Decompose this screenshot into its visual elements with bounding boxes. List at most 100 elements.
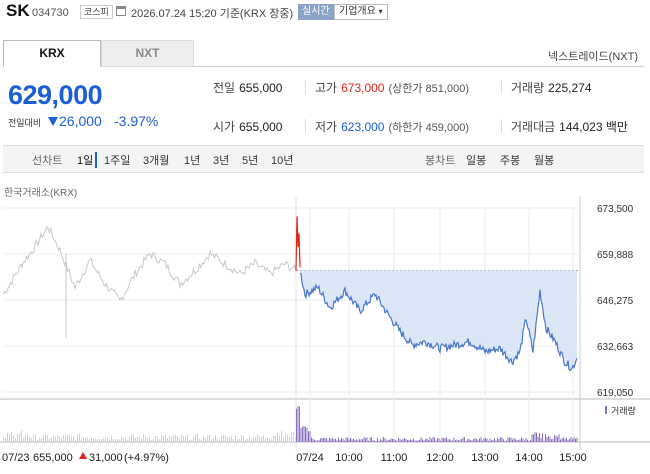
volume-bar <box>473 439 474 442</box>
volume-bar <box>333 439 335 442</box>
volume-bar <box>489 438 491 442</box>
volume-bar <box>269 439 270 442</box>
volume-bar <box>227 437 228 442</box>
period-1d[interactable]: 1일 <box>77 152 98 168</box>
volume-bar <box>33 434 34 442</box>
volume-bar <box>369 437 371 442</box>
volume-bar <box>175 434 176 442</box>
volume-bar <box>13 435 14 442</box>
volume-bar <box>217 439 218 442</box>
volume-bar <box>303 426 305 442</box>
chevron-down-icon: ▾ <box>378 7 383 16</box>
volume-bar <box>275 436 276 442</box>
volume-bar <box>261 436 262 442</box>
volume-bar <box>474 438 476 442</box>
volume-legend-swatch <box>605 406 607 414</box>
volume-bar <box>459 439 461 442</box>
volume-bar <box>401 440 402 442</box>
volume-bar <box>173 435 174 442</box>
volume-bar <box>183 435 184 442</box>
volume-bar <box>335 438 336 442</box>
volume-bar <box>470 440 471 442</box>
volume-bar <box>309 431 311 442</box>
volume-bar <box>359 439 360 442</box>
candle-monthly[interactable]: 월봉 <box>534 155 555 167</box>
volume-bar <box>213 438 214 442</box>
volume-bar <box>363 437 365 442</box>
volume-bar <box>318 439 320 442</box>
x-tick-label: 07/24 <box>296 452 324 464</box>
price-chart[interactable]: 673,500 659,888 646,275 632,663 619,050 07/24… <box>0 196 650 474</box>
volume-bar <box>330 438 332 442</box>
period-10y[interactable]: 10년 <box>271 155 294 167</box>
volume-bar <box>384 437 386 442</box>
period-5y[interactable]: 5년 <box>242 155 259 167</box>
volume-bar <box>59 436 60 442</box>
volume-bar <box>540 438 542 442</box>
nextrade-link[interactable]: 넥스트레이드(NXT) <box>547 51 638 63</box>
volume-bar <box>53 435 54 442</box>
volume-bar <box>77 435 78 442</box>
volume-bar <box>368 440 369 442</box>
stat-low: 저가 623,000 (하한가 459,000) <box>315 120 469 134</box>
volume-bar <box>536 432 537 442</box>
volume-bar <box>101 438 102 442</box>
volume-bar <box>31 438 32 442</box>
volume-bar <box>411 439 413 442</box>
volume-bar <box>339 439 341 442</box>
stat-high: 고가 673,000 (상한가 851,000) <box>315 81 469 95</box>
volume-bar <box>407 440 408 442</box>
volume-bar <box>81 439 82 442</box>
period-1w[interactable]: 1주일 <box>104 155 131 167</box>
volume-bar <box>426 438 428 442</box>
volume-bar <box>265 437 266 442</box>
volume-bar <box>456 439 458 442</box>
volume-bar <box>570 437 572 442</box>
volume-bar <box>545 434 546 442</box>
candle-weekly[interactable]: 주봉 <box>500 155 521 167</box>
volume-bar <box>51 437 52 442</box>
volume-bar <box>449 438 450 442</box>
period-3m[interactable]: 3개월 <box>143 155 170 167</box>
volume-bar <box>365 438 366 442</box>
volume-bar <box>464 437 465 442</box>
volume-bar <box>137 436 138 442</box>
volume-bar <box>366 437 368 442</box>
volume-bar <box>380 439 381 442</box>
volume-bar <box>374 440 375 442</box>
volume-bar <box>546 437 548 442</box>
volume-bar <box>357 440 359 442</box>
volume-bar <box>241 435 242 442</box>
volume-bar <box>199 438 200 442</box>
prev-day-date: 07/23 <box>2 452 30 464</box>
volume-bar <box>417 440 419 442</box>
volume-bar <box>348 439 350 442</box>
volume-bar <box>338 437 339 442</box>
volume-bar <box>91 437 92 442</box>
volume-bar <box>513 437 515 442</box>
volume-bar <box>43 435 44 442</box>
volume-bar <box>516 440 518 442</box>
volume-bar <box>518 440 519 442</box>
volume-bar <box>320 438 321 442</box>
volume-bar <box>249 436 250 442</box>
x-tick-label: 11:00 <box>381 452 408 464</box>
volume-bar <box>143 434 144 442</box>
volume-bar <box>458 440 459 442</box>
period-1y[interactable]: 1년 <box>184 155 201 167</box>
volume-bar <box>408 440 410 442</box>
volume-bar <box>317 440 318 442</box>
volume-bar <box>83 437 84 442</box>
volume-bar <box>542 433 543 442</box>
corp-info-button[interactable]: 기업개요 ▾ <box>334 4 388 20</box>
tab-nxt[interactable]: NXT <box>101 40 194 67</box>
period-3y[interactable]: 3년 <box>213 155 230 167</box>
volume-bar <box>501 437 503 442</box>
market-badge: 코스피 <box>80 5 113 19</box>
volume-bar <box>149 437 150 442</box>
volume-bar <box>245 439 246 442</box>
tab-krx[interactable]: KRX <box>3 40 101 67</box>
volume-bar <box>171 436 172 442</box>
volume-bar <box>441 437 443 442</box>
candle-daily[interactable]: 일봉 <box>466 155 487 167</box>
